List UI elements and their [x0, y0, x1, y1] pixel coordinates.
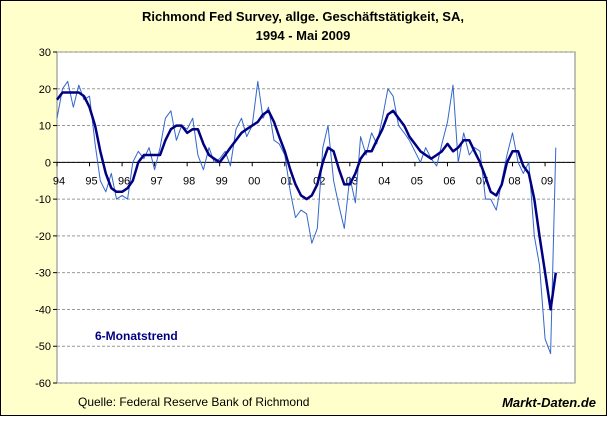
source: Quelle: Federal Reserve Bank of Richmond	[78, 395, 309, 409]
x-tick-label: 00	[248, 175, 260, 187]
legend-label: 6-Monatstrend	[95, 329, 178, 343]
y-tick-label: -40	[35, 304, 51, 316]
series-line	[56, 91, 558, 311]
x-tick-label: 05	[411, 175, 423, 187]
x-tick-label: 98	[183, 175, 195, 187]
x-tick-label: 95	[85, 175, 97, 187]
plot-area	[56, 51, 576, 384]
x-tick-label: 09	[541, 175, 553, 187]
x-tick-label: 96	[118, 175, 130, 187]
x-tick-label: 04	[378, 175, 390, 187]
x-tick-label: 99	[216, 175, 228, 187]
x-tick-label: 97	[150, 175, 162, 187]
x-tick-label: 94	[53, 175, 65, 187]
y-tick-label: -30	[35, 268, 51, 280]
x-tick-label: 06	[443, 175, 455, 187]
x-tick-label: 08	[508, 175, 520, 187]
chart-subtitle: 1994 - Mai 2009	[256, 28, 351, 43]
y-tick-label: 0	[45, 157, 51, 169]
brand: Markt-Daten.de	[502, 395, 596, 410]
chart-title: Richmond Fed Survey, allge. Geschäftstät…	[142, 9, 464, 24]
y-tick-label: -10	[35, 194, 51, 206]
y-tick-label: 30	[39, 47, 51, 59]
y-tick-label: -50	[35, 341, 51, 353]
y-tick-label: 20	[39, 84, 51, 96]
y-tick-label: -20	[35, 231, 51, 243]
x-tick-label: 01	[281, 175, 293, 187]
y-tick-label: 10	[39, 121, 51, 133]
y-tick-label: -60	[35, 378, 51, 390]
